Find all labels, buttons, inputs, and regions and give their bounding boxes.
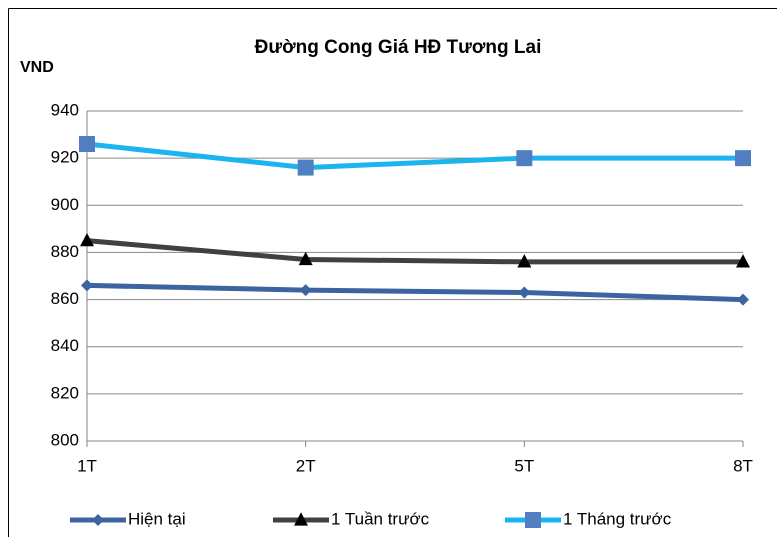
x-tick-label: 5T bbox=[514, 456, 534, 475]
data-point bbox=[298, 251, 313, 266]
y-tick-label: 840 bbox=[51, 336, 79, 355]
data-point bbox=[518, 286, 531, 299]
data-point bbox=[80, 232, 94, 247]
x-tick-label: 8T bbox=[733, 456, 753, 475]
series-line bbox=[86, 141, 743, 171]
y-tick-label: 820 bbox=[51, 383, 79, 402]
y-tick-label: 900 bbox=[51, 195, 79, 214]
data-point bbox=[736, 254, 750, 268]
y-axis-label: VND bbox=[20, 59, 54, 76]
data-point bbox=[299, 284, 312, 297]
legend-label: Hiện tại bbox=[128, 509, 186, 528]
y-tick-label: 920 bbox=[51, 148, 79, 167]
data-point bbox=[79, 136, 95, 152]
legend-marker bbox=[92, 514, 104, 526]
x-tick-label: 2T bbox=[296, 456, 316, 475]
chart-title: Đường Cong Giá HĐ Tương Lai bbox=[255, 37, 542, 58]
legend-marker bbox=[525, 512, 541, 528]
y-tick-label: 940 bbox=[51, 100, 79, 119]
y-tick-label: 860 bbox=[51, 289, 79, 308]
y-tick-label: 800 bbox=[51, 430, 79, 449]
data-point bbox=[297, 159, 314, 176]
x-tick-label: 1T bbox=[77, 456, 97, 475]
data-point bbox=[735, 150, 751, 167]
series-line bbox=[86, 282, 744, 303]
legend-label: 1 Tháng trước bbox=[563, 509, 672, 528]
legend-marker bbox=[294, 512, 308, 526]
series-line bbox=[86, 238, 743, 265]
data-point bbox=[737, 293, 749, 306]
legend-label: 1 Tuần trước bbox=[331, 509, 430, 528]
y-tick-label: 880 bbox=[51, 242, 79, 261]
data-point bbox=[517, 254, 532, 268]
data-point bbox=[81, 279, 93, 292]
data-point bbox=[516, 150, 533, 167]
